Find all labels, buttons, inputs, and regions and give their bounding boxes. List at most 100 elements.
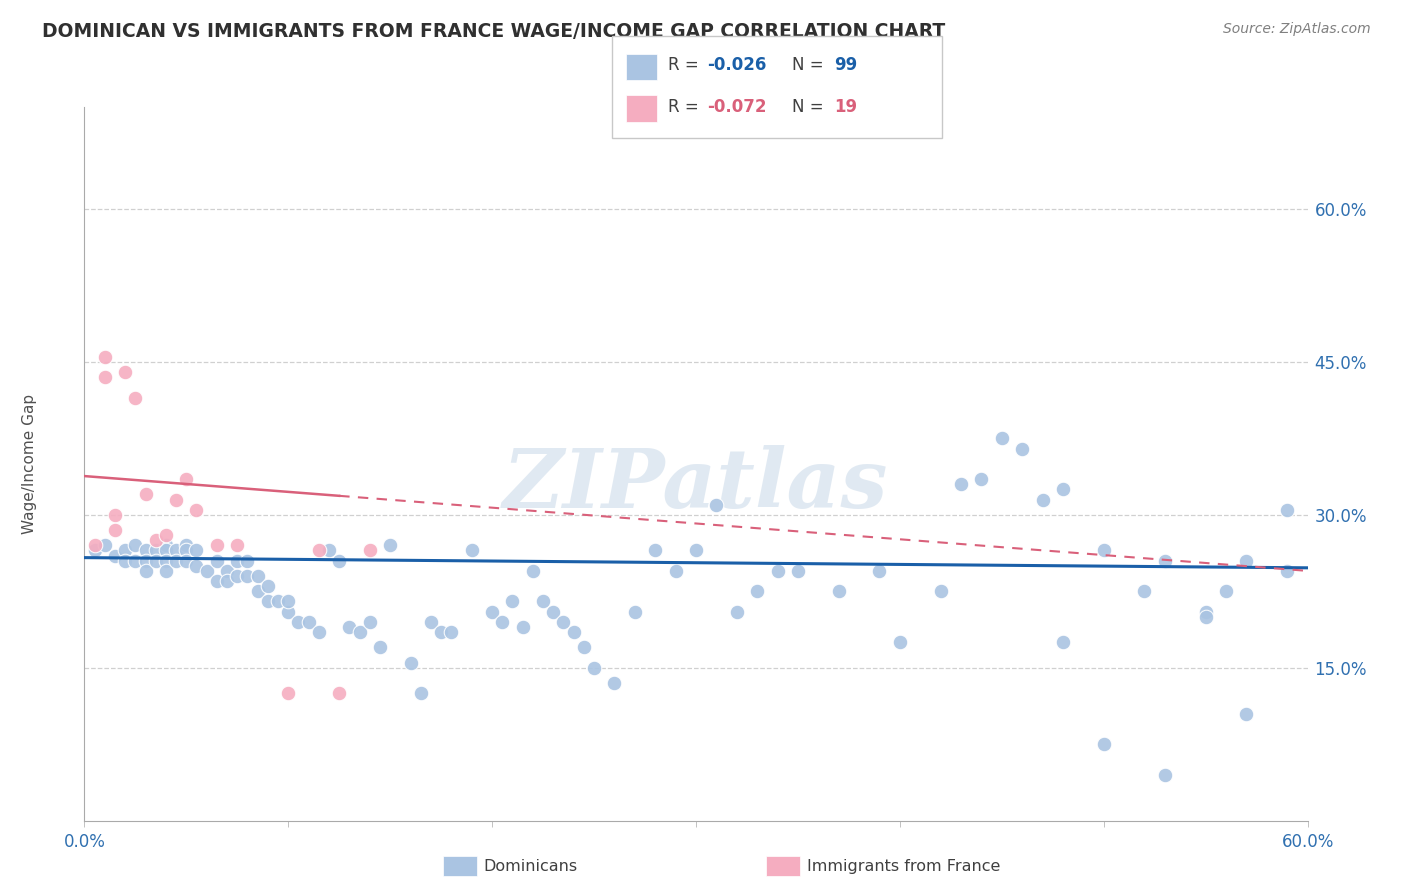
Point xyxy=(572,640,595,655)
Point xyxy=(155,538,177,552)
Point xyxy=(155,554,177,568)
Point xyxy=(186,502,208,516)
Point xyxy=(685,543,707,558)
Point xyxy=(950,477,973,491)
Point xyxy=(104,508,127,522)
Point xyxy=(665,564,688,578)
Point xyxy=(145,543,167,558)
Point xyxy=(430,625,453,640)
Point xyxy=(828,584,851,599)
Point xyxy=(135,487,157,501)
Point xyxy=(991,431,1014,445)
Point xyxy=(114,543,136,558)
Point xyxy=(359,543,381,558)
Point xyxy=(205,538,228,552)
Point xyxy=(562,625,585,640)
Point xyxy=(165,554,187,568)
Point xyxy=(217,574,239,588)
Point xyxy=(522,564,544,578)
Point xyxy=(135,543,157,558)
Point xyxy=(114,365,136,379)
Point xyxy=(420,615,443,629)
Point xyxy=(135,564,157,578)
Point xyxy=(186,543,208,558)
Point xyxy=(380,538,402,552)
Point xyxy=(176,538,198,552)
Point xyxy=(83,538,105,552)
Point xyxy=(114,554,136,568)
Point xyxy=(1092,543,1115,558)
Point xyxy=(543,605,565,619)
Point xyxy=(644,543,666,558)
Point xyxy=(440,625,463,640)
Point xyxy=(257,594,280,608)
Point xyxy=(205,554,228,568)
Point xyxy=(195,564,218,578)
Point xyxy=(155,564,177,578)
Text: Source: ZipAtlas.com: Source: ZipAtlas.com xyxy=(1223,22,1371,37)
Point xyxy=(1195,605,1218,619)
Point xyxy=(624,605,647,619)
Point xyxy=(889,635,911,649)
Point xyxy=(236,554,259,568)
Point xyxy=(176,554,198,568)
Point xyxy=(603,676,626,690)
Point xyxy=(368,640,391,655)
Point xyxy=(267,594,290,608)
Point xyxy=(929,584,952,599)
Point xyxy=(1052,483,1074,497)
Point xyxy=(869,564,891,578)
Point xyxy=(583,661,606,675)
Point xyxy=(165,543,187,558)
Point xyxy=(318,543,340,558)
Point xyxy=(553,615,575,629)
Point xyxy=(257,579,280,593)
Point xyxy=(747,584,769,599)
Point xyxy=(766,564,789,578)
Text: N =: N = xyxy=(792,98,828,116)
Point xyxy=(124,538,146,552)
Text: Immigrants from France: Immigrants from France xyxy=(807,859,1001,873)
Point xyxy=(104,549,127,563)
Point xyxy=(481,605,503,619)
Text: 99: 99 xyxy=(834,56,858,74)
Point xyxy=(287,615,309,629)
Point xyxy=(226,538,249,552)
Point xyxy=(217,564,239,578)
Point xyxy=(512,620,534,634)
Point xyxy=(246,584,269,599)
Point xyxy=(186,558,208,573)
Point xyxy=(104,523,127,537)
Point xyxy=(145,533,167,548)
Point xyxy=(176,543,198,558)
Point xyxy=(461,543,484,558)
Point xyxy=(1236,706,1258,721)
Point xyxy=(155,528,177,542)
Point xyxy=(1032,492,1054,507)
Point xyxy=(277,686,299,700)
Point xyxy=(349,625,371,640)
Point xyxy=(531,594,554,608)
Text: -0.026: -0.026 xyxy=(707,56,766,74)
Point xyxy=(236,569,259,583)
Point xyxy=(308,543,330,558)
Point xyxy=(93,350,117,364)
Point xyxy=(1011,442,1033,456)
Point xyxy=(308,625,330,640)
Point xyxy=(155,543,177,558)
Point xyxy=(725,605,748,619)
Point xyxy=(176,472,198,486)
Point xyxy=(1236,554,1258,568)
Text: -0.072: -0.072 xyxy=(707,98,766,116)
Point xyxy=(706,498,728,512)
Point xyxy=(124,391,146,405)
Point xyxy=(359,615,381,629)
Point xyxy=(399,656,422,670)
Text: R =: R = xyxy=(668,98,704,116)
Point xyxy=(1133,584,1156,599)
Point xyxy=(491,615,513,629)
Point xyxy=(83,543,105,558)
Point xyxy=(409,686,432,700)
Point xyxy=(1215,584,1237,599)
Text: ZIPatlas: ZIPatlas xyxy=(503,445,889,525)
